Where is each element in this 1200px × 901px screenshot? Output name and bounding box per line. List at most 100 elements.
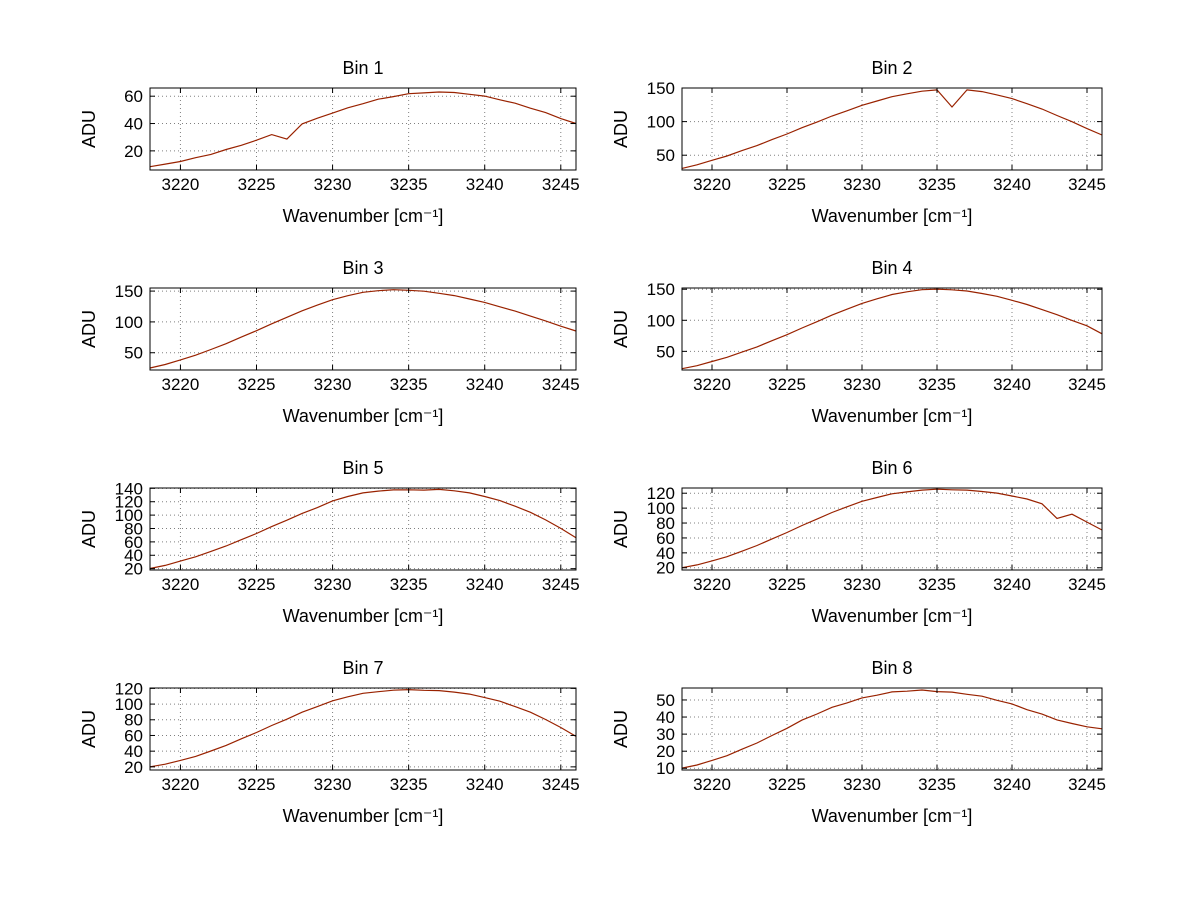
- plot-title: Bin 7: [342, 658, 384, 678]
- x-axis-label: Wavenumber [cm⁻¹]: [282, 406, 444, 426]
- subplot-bin-5: Bin 5 3220 3225 3230 3235 3240 3245 20 40 60 80 10…: [0, 448, 600, 648]
- x-tick-label: 3220: [162, 375, 200, 394]
- figure: Bin 1 3220 3225 3230 3235 3240 3245 20 40 60 ADU …: [0, 48, 1200, 848]
- spectrum-line: [149, 688, 577, 768]
- x-tick-label: 3220: [693, 375, 731, 394]
- plot-canvas: 3220 3225 3230 3235 3240 3245 50 100 150 ADU: [611, 79, 1106, 194]
- x-tick-label: 3235: [918, 775, 956, 794]
- y-tick-label: 120: [115, 679, 143, 698]
- y-tick-label: 100: [647, 311, 675, 330]
- y-tick-label: 60: [124, 726, 143, 745]
- x-axis-label: Wavenumber [cm⁻¹]: [811, 606, 973, 626]
- x-tick-label: 3225: [768, 575, 806, 594]
- subplot-bin-1: Bin 1 3220 3225 3230 3235 3240 3245 20 40 60 ADU …: [0, 48, 600, 248]
- plot-canvas: 3220 3225 3230 3235 3240 3245 50 100 150 ADU: [611, 280, 1106, 394]
- y-axis-label: ADU: [611, 110, 631, 148]
- x-tick-label: 3230: [843, 575, 881, 594]
- y-axis-label: ADU: [79, 310, 99, 348]
- y-tick-label: 120: [647, 484, 675, 503]
- x-tick-label: 3235: [390, 575, 428, 594]
- axes-frame: [149, 687, 577, 771]
- x-tick-label: 3225: [768, 175, 806, 194]
- x-axis-label: Wavenumber [cm⁻¹]: [282, 806, 444, 826]
- y-tick-label: 120: [115, 493, 143, 512]
- y-tick-label: 20: [124, 758, 143, 777]
- subplot-bin-8: Bin 8 3220 3225 3230 3235 3240 3245 10 20 30 40 50…: [600, 648, 1200, 848]
- x-tick-label: 3240: [993, 375, 1031, 394]
- y-axis-label: ADU: [611, 710, 631, 748]
- x-tick-label: 3245: [542, 775, 580, 794]
- plot-canvas: 3220 3225 3230 3235 3240 3245 50 100 150 ADU: [79, 282, 580, 394]
- subplot-bin-2: Bin 2 3220 3225 3230 3235 3240 3245 50 100 150 AD…: [600, 48, 1200, 248]
- plot-title: Bin 3: [342, 258, 384, 278]
- y-tick-label: 80: [124, 519, 143, 538]
- x-axis-label: Wavenumber [cm⁻¹]: [811, 806, 973, 826]
- x-tick-label: 3225: [768, 775, 806, 794]
- x-tick-label: 3230: [843, 375, 881, 394]
- x-tick-label: 3220: [693, 775, 731, 794]
- y-tick-label: 50: [656, 342, 675, 361]
- axes-frame: [681, 287, 1103, 371]
- x-tick-label: 3245: [1068, 575, 1106, 594]
- y-tick-label: 100: [115, 313, 143, 332]
- y-tick-label: 100: [647, 113, 675, 132]
- x-tick-label: 3240: [993, 575, 1031, 594]
- plot-title: Bin 2: [871, 58, 913, 78]
- x-tick-label: 3235: [390, 175, 428, 194]
- x-tick-label: 3230: [314, 375, 352, 394]
- x-tick-label: 3230: [843, 775, 881, 794]
- y-tick-label: 60: [124, 533, 143, 552]
- x-tick-label: 3220: [162, 575, 200, 594]
- y-tick-label: 50: [656, 691, 675, 710]
- spectrum-line: [681, 288, 1103, 370]
- plot-title: Bin 8: [871, 658, 913, 678]
- y-tick-label: 40: [124, 546, 143, 565]
- x-axis-label: Wavenumber [cm⁻¹]: [282, 606, 444, 626]
- y-tick-label: 30: [656, 725, 675, 744]
- x-tick-label: 3220: [693, 575, 731, 594]
- y-tick-label: 140: [115, 479, 143, 498]
- x-tick-label: 3220: [162, 175, 200, 194]
- y-tick-label: 50: [124, 344, 143, 363]
- y-tick-label: 40: [124, 742, 143, 761]
- y-tick-label: 50: [656, 146, 675, 165]
- y-tick-label: 60: [124, 87, 143, 106]
- y-tick-label: 40: [656, 544, 675, 563]
- spectrum-line: [681, 89, 1103, 169]
- x-tick-label: 3235: [918, 175, 956, 194]
- x-tick-label: 3240: [466, 375, 504, 394]
- y-tick-label: 80: [656, 514, 675, 533]
- x-tick-label: 3245: [1068, 375, 1106, 394]
- y-tick-label: 40: [124, 114, 143, 133]
- axes-frame: [681, 687, 1103, 771]
- plot-canvas: 3220 3225 3230 3235 3240 3245 2040608010012014…: [79, 479, 580, 594]
- y-tick-label: 150: [647, 280, 675, 299]
- y-tick-label: 20: [124, 560, 143, 579]
- y-tick-label: 40: [656, 708, 675, 727]
- x-tick-label: 3235: [918, 375, 956, 394]
- plot-title: Bin 1: [342, 58, 384, 78]
- x-tick-label: 3220: [162, 775, 200, 794]
- axes-frame: [681, 87, 1103, 171]
- axes-frame: [149, 87, 577, 171]
- x-tick-label: 3240: [466, 175, 504, 194]
- spectrum-line: [681, 689, 1103, 769]
- plot-title: Bin 5: [342, 458, 384, 478]
- x-tick-label: 3220: [693, 175, 731, 194]
- y-axis-label: ADU: [79, 710, 99, 748]
- subplot-bin-3: Bin 3 3220 3225 3230 3235 3240 3245 50 100 150 AD…: [0, 248, 600, 448]
- y-tick-label: 20: [656, 559, 675, 578]
- y-tick-label: 100: [647, 499, 675, 518]
- x-tick-label: 3235: [918, 575, 956, 594]
- spectrum-line: [149, 488, 577, 570]
- axes-frame: [149, 287, 577, 371]
- y-axis-label: ADU: [79, 510, 99, 548]
- x-tick-label: 3225: [238, 175, 276, 194]
- axes-frame: [149, 487, 577, 571]
- subplot-bin-6: Bin 6 3220 3225 3230 3235 3240 3245 20 40 60 80 10…: [600, 448, 1200, 648]
- x-tick-label: 3245: [1068, 775, 1106, 794]
- x-axis-label: Wavenumber [cm⁻¹]: [282, 206, 444, 226]
